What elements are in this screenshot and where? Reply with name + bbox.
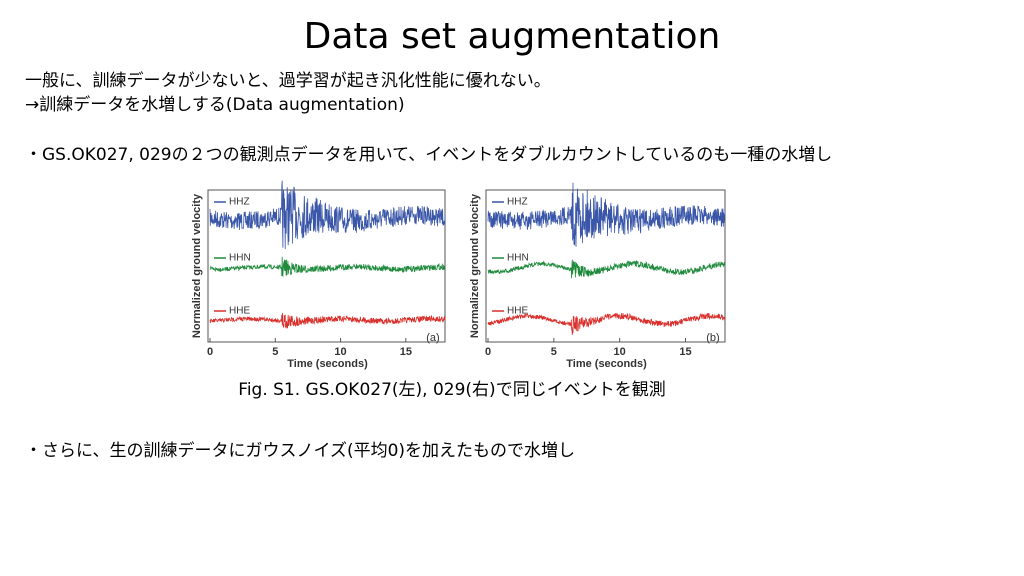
waveform <box>487 182 726 247</box>
title: Data set augmentation <box>304 16 721 57</box>
panel-label: (b) <box>706 332 719 344</box>
caption: Fig. S1. GS.OK027(左), 029(右)で同じイベントを観測 <box>238 380 665 400</box>
waveform <box>487 312 726 335</box>
legend-label: HHZ <box>507 197 528 208</box>
plot-frame <box>207 189 446 343</box>
y-axis-label: Normalized ground velocity <box>191 193 203 338</box>
x-axis-label: Time (seconds) <box>287 358 368 370</box>
x-tick-label: 0 <box>207 346 213 358</box>
x-tick-label: 5 <box>272 346 278 358</box>
legend-label: HHE <box>507 306 528 317</box>
text-line: ・GS.OK027, 029の２つの観測点データを用いて、イベントをダブルカウン… <box>25 144 832 165</box>
legend-label: HHE <box>229 306 250 317</box>
text-line: 一般に、訓練データが少ないと、過学習が起き汎化性能に優れない。 <box>25 70 551 91</box>
figures: Normalized ground velocity Time (seconds)… <box>191 180 726 370</box>
waveform <box>487 259 726 279</box>
text-line: ・さらに、生の訓練データにガウスノイズ(平均0)を加えたもので水増し <box>25 440 575 461</box>
waveform <box>209 180 446 250</box>
legend-label: HHZ <box>229 197 250 208</box>
panel-label: (a) <box>426 332 439 344</box>
x-tick-label: 15 <box>679 346 691 358</box>
y-axis-label: Normalized ground velocity <box>469 193 481 338</box>
x-tick-label: 15 <box>400 346 412 358</box>
waveform <box>209 312 446 329</box>
waveform <box>209 256 446 278</box>
legend-label: HHN <box>229 253 251 264</box>
text-line: →訓練データを水増しする(Data augmentation) <box>25 94 405 115</box>
legend-label: HHN <box>507 253 529 264</box>
x-tick-label: 0 <box>485 346 491 358</box>
x-tick-label: 10 <box>334 346 346 358</box>
x-axis-label: Time (seconds) <box>566 358 647 370</box>
x-tick-label: 5 <box>551 346 557 358</box>
x-tick-label: 10 <box>614 346 626 358</box>
